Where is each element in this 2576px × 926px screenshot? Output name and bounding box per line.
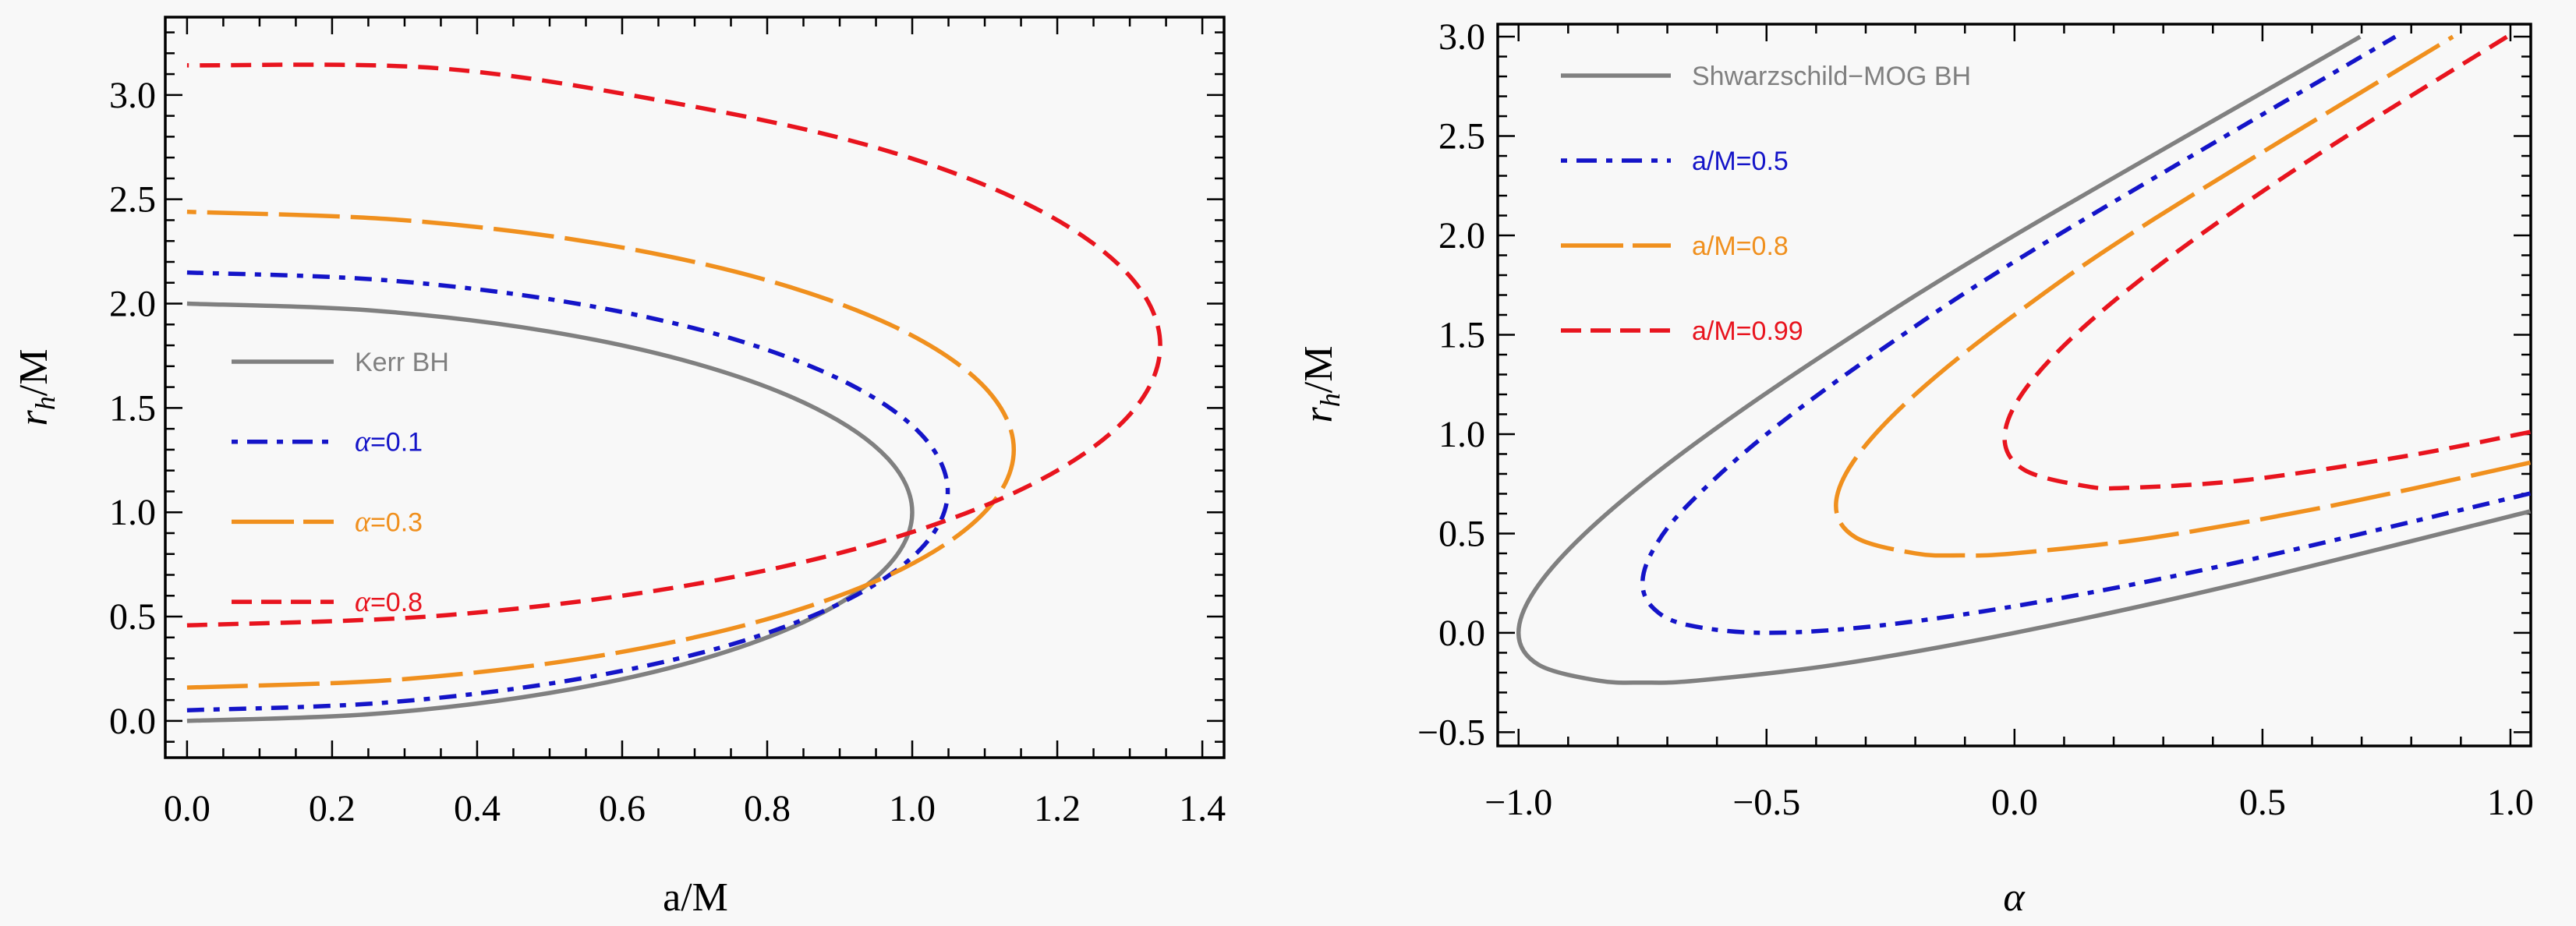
legend-label: Kerr BH bbox=[355, 348, 449, 377]
legend-item: α=0.3 bbox=[232, 505, 423, 538]
y-axis-label: rh/M bbox=[12, 349, 61, 426]
x-tick-label: 0.8 bbox=[744, 788, 791, 829]
y-tick-label: 3.0 bbox=[1438, 16, 1485, 58]
legend: Kerr BH α=0.1 α=0.3 α=0.8 bbox=[232, 348, 449, 618]
y-axis-label-sub: h bbox=[1315, 393, 1346, 407]
legend-item: α=0.8 bbox=[232, 585, 423, 618]
y-axis-label-tail: /M bbox=[12, 349, 56, 397]
y-tick-label: 0.0 bbox=[109, 701, 156, 742]
legend-item: Kerr BH bbox=[232, 348, 449, 377]
legend: Shwarzschild−MOG BH a/M=0.5 a/M=0.8 a/M=0.9… bbox=[1561, 62, 1971, 346]
y-tick-label: 2.5 bbox=[109, 179, 156, 221]
series-curve bbox=[186, 270, 950, 712]
x-tick-label: 1.0 bbox=[2487, 782, 2534, 823]
y-tick-label: −0.5 bbox=[1417, 712, 1485, 753]
legend-label: α=0.8 bbox=[355, 585, 423, 618]
x-tick-labels: −1.0 −0.5 0.0 0.5 1.0 bbox=[1484, 782, 2534, 823]
x-tick-label: 1.2 bbox=[1034, 788, 1081, 829]
y-axis-label: rh/M bbox=[1297, 346, 1346, 423]
legend-item: a/M=0.5 bbox=[1561, 147, 1789, 176]
x-tick-label: 0.2 bbox=[309, 788, 356, 829]
legend-label: α=0.3 bbox=[355, 505, 423, 538]
axis-ticks bbox=[165, 17, 1224, 758]
chart-horizon-vs-spin: 0.0 0.2 0.4 0.6 0.8 1.0 1.2 1.4 0.0 0.5 1.0 1.5 2.0… bbox=[12, 16, 1226, 920]
y-axis-label-main: r bbox=[1297, 406, 1341, 422]
legend-label: a/M=0.8 bbox=[1692, 231, 1789, 261]
axis-ticks bbox=[1498, 24, 2531, 746]
y-tick-label: 3.0 bbox=[109, 75, 156, 116]
x-tick-labels: 0.0 0.2 0.4 0.6 0.8 1.0 1.2 1.4 bbox=[164, 788, 1226, 829]
y-tick-label: 1.0 bbox=[1438, 414, 1485, 455]
series-curve bbox=[1516, 34, 2531, 685]
y-tick-labels: 0.0 0.5 1.0 1.5 2.0 2.5 3.0 bbox=[109, 75, 156, 742]
y-tick-label: 0.0 bbox=[1438, 613, 1485, 654]
x-axis-label: α bbox=[2003, 875, 2026, 920]
series-curve bbox=[1834, 34, 2531, 558]
curves bbox=[186, 62, 1162, 723]
y-tick-label: 1.5 bbox=[109, 387, 156, 429]
x-tick-label: 1.0 bbox=[889, 788, 936, 829]
x-axis-label: a/M bbox=[663, 875, 728, 920]
legend-label: a/M=0.5 bbox=[1692, 147, 1789, 176]
y-tick-label: 2.5 bbox=[1438, 116, 1485, 157]
legend-item: a/M=0.8 bbox=[1561, 231, 1789, 261]
x-tick-label: −1.0 bbox=[1484, 782, 1552, 823]
series-curve bbox=[186, 301, 915, 723]
y-tick-label: 1.5 bbox=[1438, 314, 1485, 355]
series-curve bbox=[1640, 34, 2531, 635]
x-tick-label: 1.4 bbox=[1179, 788, 1226, 829]
series-curve bbox=[186, 62, 1162, 628]
legend-label: a/M=0.99 bbox=[1692, 316, 1803, 346]
y-axis-label-main: r bbox=[12, 409, 56, 426]
x-tick-label: 0.0 bbox=[164, 788, 211, 829]
legend-label: Shwarzschild−MOG BH bbox=[1692, 62, 1971, 91]
legend-label: α=0.1 bbox=[355, 426, 423, 458]
y-tick-label: 0.5 bbox=[109, 596, 156, 638]
y-tick-label: 1.0 bbox=[109, 492, 156, 533]
plot-frame bbox=[164, 16, 1226, 759]
legend-item: a/M=0.99 bbox=[1561, 316, 1803, 346]
x-tick-label: 0.5 bbox=[2239, 782, 2286, 823]
y-axis-label-tail: /M bbox=[1297, 346, 1341, 394]
y-axis-label-sub: h bbox=[30, 396, 61, 410]
legend-item: Shwarzschild−MOG BH bbox=[1561, 62, 1971, 91]
series-curve bbox=[186, 209, 1017, 690]
y-tick-label: 2.0 bbox=[109, 284, 156, 325]
chart-horizon-vs-alpha: −1.0 −0.5 0.0 0.5 1.0 −0.5 0.0 0.5 1.0 1.5 2.0 2.5… bbox=[1297, 16, 2534, 920]
x-tick-label: 0.6 bbox=[599, 788, 646, 829]
x-tick-label: 0.0 bbox=[1991, 782, 2038, 823]
plot-frame bbox=[1496, 23, 2532, 748]
legend-item: α=0.1 bbox=[232, 426, 423, 458]
series-curve bbox=[2002, 34, 2531, 491]
y-tick-label: 2.0 bbox=[1438, 215, 1485, 256]
x-tick-label: −0.5 bbox=[1732, 782, 1800, 823]
curves bbox=[1516, 34, 2531, 685]
y-tick-label: 0.5 bbox=[1438, 513, 1485, 554]
x-tick-label: 0.4 bbox=[454, 788, 501, 829]
y-tick-labels: −0.5 0.0 0.5 1.0 1.5 2.0 2.5 3.0 bbox=[1417, 16, 1485, 753]
